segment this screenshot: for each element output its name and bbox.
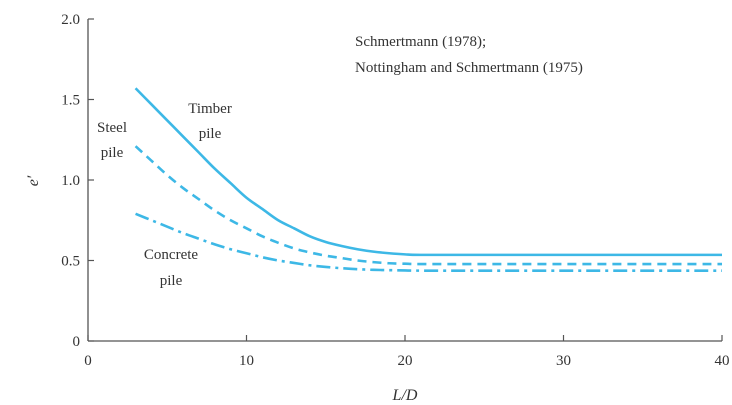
steel-pile-curve <box>134 145 722 266</box>
timber-pile-label-line-2: pile <box>199 126 222 142</box>
y-axis-title: e′ <box>25 175 42 186</box>
concrete-pile-label-line-2: pile <box>160 273 183 289</box>
timber-pile-curve <box>134 87 722 257</box>
ticks: 0 10 20 30 40 0 0.5 1.0 1.5 2.0 <box>61 12 729 369</box>
x-axis-title: L/D <box>392 387 418 404</box>
x-tick-label: 0 <box>84 353 92 369</box>
y-tick-label: 1.0 <box>61 173 80 189</box>
x-tick-label: 20 <box>398 353 413 369</box>
y-tick-label: 0.5 <box>61 254 80 270</box>
x-tick-label: 10 <box>239 353 254 369</box>
annotations: e′ L/D Schmertmann (1978); Nottingham an… <box>25 34 583 404</box>
source-line-1: Schmertmann (1978); <box>355 34 486 50</box>
x-tick-label: 30 <box>556 353 571 369</box>
y-tick-label: 2.0 <box>61 12 80 28</box>
concrete-pile-label-line-1: Concrete <box>144 247 198 263</box>
steel-pile-label-line-1: Steel <box>97 120 127 136</box>
x-tick-label: 40 <box>715 353 730 369</box>
series-lines <box>134 87 722 272</box>
y-tick-label: 1.5 <box>61 93 80 109</box>
source-line-2: Nottingham and Schmertmann (1975) <box>355 60 583 76</box>
steel-pile-label-line-2: pile <box>101 145 124 161</box>
y-tick-label: 0 <box>73 334 81 350</box>
timber-pile-label-line-1: Timber <box>188 101 232 117</box>
concrete-pile-curve <box>135 212 722 272</box>
